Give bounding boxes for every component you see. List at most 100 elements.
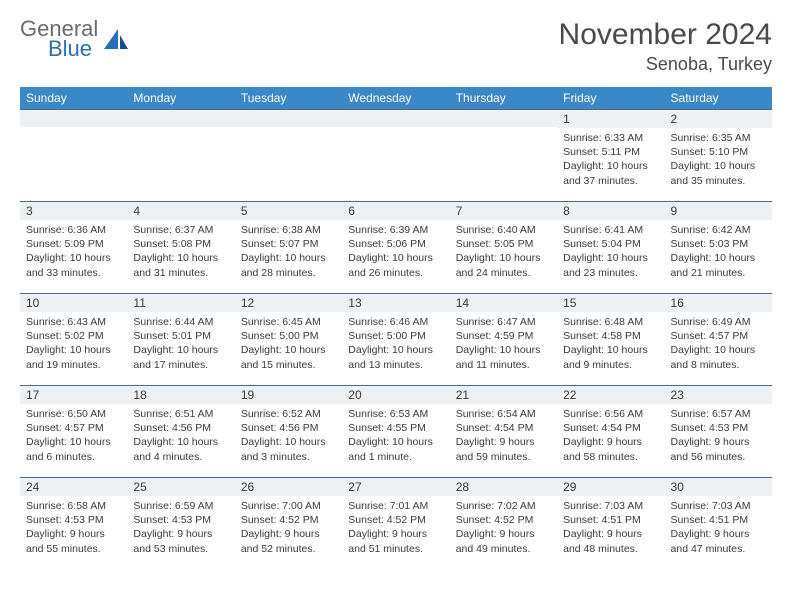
sunset-line: Sunset: 4:58 PM <box>563 329 658 343</box>
daylight-line: Daylight: 10 hours and 3 minutes. <box>241 435 336 463</box>
day-details: Sunrise: 6:47 AMSunset: 4:59 PMDaylight:… <box>450 312 557 374</box>
day-details: Sunrise: 6:52 AMSunset: 4:56 PMDaylight:… <box>235 404 342 466</box>
sunset-line: Sunset: 4:56 PM <box>133 421 228 435</box>
day-details: Sunrise: 6:41 AMSunset: 5:04 PMDaylight:… <box>557 220 664 282</box>
calendar-body: 1Sunrise: 6:33 AMSunset: 5:11 PMDaylight… <box>20 109 772 569</box>
logo-text: General Blue <box>20 18 98 60</box>
sunset-line: Sunset: 4:53 PM <box>671 421 766 435</box>
daynum-bar: 10 <box>20 293 127 312</box>
day-details: Sunrise: 6:35 AMSunset: 5:10 PMDaylight:… <box>665 128 772 190</box>
day-cell <box>127 109 234 201</box>
daynum-bar-empty <box>20 109 127 127</box>
daynum-bar: 15 <box>557 293 664 312</box>
daynum-bar: 20 <box>342 385 449 404</box>
sunrise-line: Sunrise: 7:02 AM <box>456 499 551 513</box>
daynum-bar: 12 <box>235 293 342 312</box>
day-details: Sunrise: 6:40 AMSunset: 5:05 PMDaylight:… <box>450 220 557 282</box>
daynum-bar: 4 <box>127 201 234 220</box>
day-cell: 2Sunrise: 6:35 AMSunset: 5:10 PMDaylight… <box>665 109 772 201</box>
day-cell: 8Sunrise: 6:41 AMSunset: 5:04 PMDaylight… <box>557 201 664 293</box>
daylight-line: Daylight: 9 hours and 53 minutes. <box>133 527 228 555</box>
sunset-line: Sunset: 4:55 PM <box>348 421 443 435</box>
daylight-line: Daylight: 10 hours and 24 minutes. <box>456 251 551 279</box>
day-cell <box>342 109 449 201</box>
daynum-bar: 11 <box>127 293 234 312</box>
day-cell: 11Sunrise: 6:44 AMSunset: 5:01 PMDayligh… <box>127 293 234 385</box>
logo: General Blue <box>20 18 130 60</box>
daylight-line: Daylight: 9 hours and 47 minutes. <box>671 527 766 555</box>
daylight-line: Daylight: 9 hours and 59 minutes. <box>456 435 551 463</box>
daynum-bar: 28 <box>450 477 557 496</box>
logo-word-blue: Blue <box>48 38 98 60</box>
day-details: Sunrise: 6:36 AMSunset: 5:09 PMDaylight:… <box>20 220 127 282</box>
daylight-line: Daylight: 10 hours and 9 minutes. <box>563 343 658 371</box>
day-details: Sunrise: 6:53 AMSunset: 4:55 PMDaylight:… <box>342 404 449 466</box>
sunset-line: Sunset: 5:08 PM <box>133 237 228 251</box>
sunset-line: Sunset: 4:56 PM <box>241 421 336 435</box>
daynum-bar-empty <box>235 109 342 127</box>
day-cell: 9Sunrise: 6:42 AMSunset: 5:03 PMDaylight… <box>665 201 772 293</box>
day-cell: 20Sunrise: 6:53 AMSunset: 4:55 PMDayligh… <box>342 385 449 477</box>
sunrise-line: Sunrise: 6:52 AM <box>241 407 336 421</box>
daynum-bar-empty <box>342 109 449 127</box>
daynum-bar: 17 <box>20 385 127 404</box>
day-details: Sunrise: 7:03 AMSunset: 4:51 PMDaylight:… <box>557 496 664 558</box>
sunrise-line: Sunrise: 6:51 AM <box>133 407 228 421</box>
sunset-line: Sunset: 4:51 PM <box>563 513 658 527</box>
day-cell: 24Sunrise: 6:58 AMSunset: 4:53 PMDayligh… <box>20 477 127 569</box>
daynum-bar-empty <box>127 109 234 127</box>
daynum-bar: 19 <box>235 385 342 404</box>
day-cell: 28Sunrise: 7:02 AMSunset: 4:52 PMDayligh… <box>450 477 557 569</box>
day-cell: 13Sunrise: 6:46 AMSunset: 5:00 PMDayligh… <box>342 293 449 385</box>
day-details: Sunrise: 7:02 AMSunset: 4:52 PMDaylight:… <box>450 496 557 558</box>
day-details: Sunrise: 6:42 AMSunset: 5:03 PMDaylight:… <box>665 220 772 282</box>
day-cell: 27Sunrise: 7:01 AMSunset: 4:52 PMDayligh… <box>342 477 449 569</box>
daylight-line: Daylight: 10 hours and 6 minutes. <box>26 435 121 463</box>
sunrise-line: Sunrise: 7:00 AM <box>241 499 336 513</box>
sunrise-line: Sunrise: 6:57 AM <box>671 407 766 421</box>
day-details: Sunrise: 7:01 AMSunset: 4:52 PMDaylight:… <box>342 496 449 558</box>
sunset-line: Sunset: 5:06 PM <box>348 237 443 251</box>
day-details: Sunrise: 6:43 AMSunset: 5:02 PMDaylight:… <box>20 312 127 374</box>
daylight-line: Daylight: 10 hours and 17 minutes. <box>133 343 228 371</box>
sunrise-line: Sunrise: 6:33 AM <box>563 131 658 145</box>
daynum-bar: 8 <box>557 201 664 220</box>
daylight-line: Daylight: 10 hours and 19 minutes. <box>26 343 121 371</box>
day-details: Sunrise: 7:03 AMSunset: 4:51 PMDaylight:… <box>665 496 772 558</box>
sunrise-line: Sunrise: 6:56 AM <box>563 407 658 421</box>
sunset-line: Sunset: 5:00 PM <box>348 329 443 343</box>
sunrise-line: Sunrise: 7:03 AM <box>563 499 658 513</box>
day-cell <box>450 109 557 201</box>
day-details: Sunrise: 6:48 AMSunset: 4:58 PMDaylight:… <box>557 312 664 374</box>
sunset-line: Sunset: 4:57 PM <box>26 421 121 435</box>
day-cell: 6Sunrise: 6:39 AMSunset: 5:06 PMDaylight… <box>342 201 449 293</box>
sunset-line: Sunset: 4:59 PM <box>456 329 551 343</box>
day-cell: 12Sunrise: 6:45 AMSunset: 5:00 PMDayligh… <box>235 293 342 385</box>
daynum-bar-empty <box>450 109 557 127</box>
day-details: Sunrise: 6:45 AMSunset: 5:00 PMDaylight:… <box>235 312 342 374</box>
daynum-bar: 25 <box>127 477 234 496</box>
daynum-bar: 21 <box>450 385 557 404</box>
daynum-bar: 3 <box>20 201 127 220</box>
day-details: Sunrise: 7:00 AMSunset: 4:52 PMDaylight:… <box>235 496 342 558</box>
dow-monday: Monday <box>127 87 234 109</box>
sunset-line: Sunset: 5:00 PM <box>241 329 336 343</box>
sunset-line: Sunset: 5:10 PM <box>671 145 766 159</box>
day-details: Sunrise: 6:44 AMSunset: 5:01 PMDaylight:… <box>127 312 234 374</box>
day-cell: 22Sunrise: 6:56 AMSunset: 4:54 PMDayligh… <box>557 385 664 477</box>
sunset-line: Sunset: 5:03 PM <box>671 237 766 251</box>
sunrise-line: Sunrise: 6:53 AM <box>348 407 443 421</box>
day-cell: 5Sunrise: 6:38 AMSunset: 5:07 PMDaylight… <box>235 201 342 293</box>
day-cell: 3Sunrise: 6:36 AMSunset: 5:09 PMDaylight… <box>20 201 127 293</box>
sunset-line: Sunset: 4:52 PM <box>241 513 336 527</box>
daynum-bar: 24 <box>20 477 127 496</box>
daynum-bar: 18 <box>127 385 234 404</box>
daynum-bar: 6 <box>342 201 449 220</box>
daylight-line: Daylight: 10 hours and 13 minutes. <box>348 343 443 371</box>
dow-saturday: Saturday <box>665 87 772 109</box>
day-cell <box>235 109 342 201</box>
day-details: Sunrise: 6:59 AMSunset: 4:53 PMDaylight:… <box>127 496 234 558</box>
day-cell: 1Sunrise: 6:33 AMSunset: 5:11 PMDaylight… <box>557 109 664 201</box>
month-title: November 2024 <box>559 18 772 52</box>
page-header: General Blue November 2024 Senoba, Turke… <box>20 18 772 75</box>
